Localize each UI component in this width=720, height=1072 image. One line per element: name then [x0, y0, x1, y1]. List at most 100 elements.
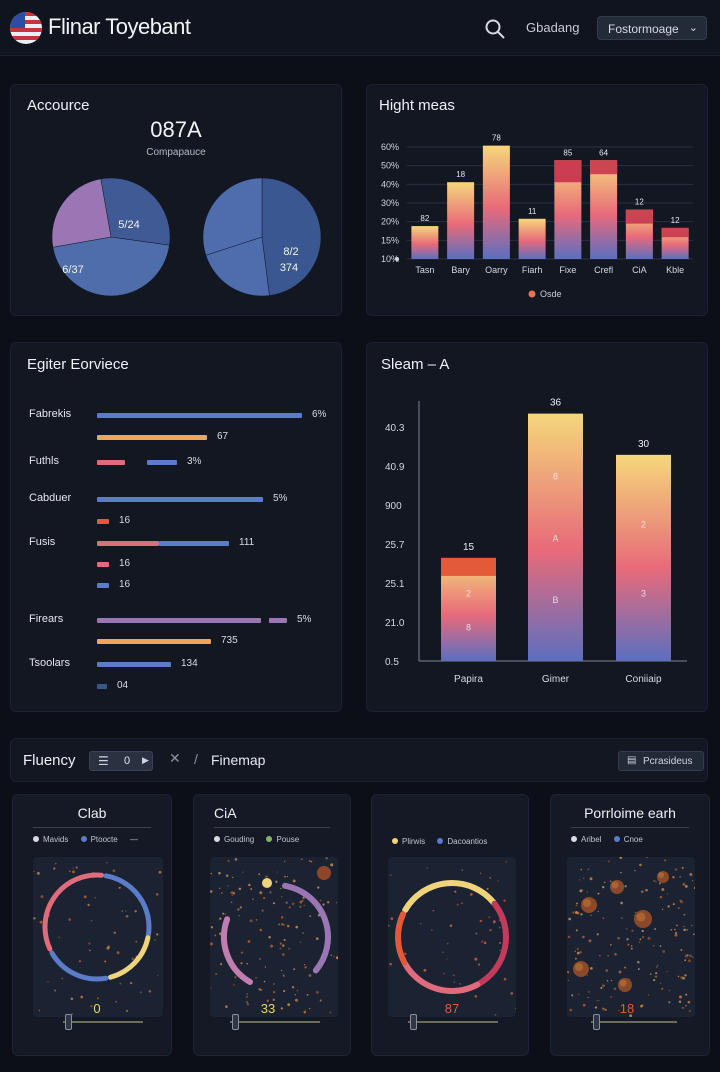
particle — [514, 1007, 516, 1010]
particle — [426, 867, 429, 869]
particle — [687, 1000, 691, 1004]
legend-item: Gouding — [214, 835, 254, 844]
particle — [576, 951, 580, 955]
particle — [134, 910, 137, 913]
metric-card: CiA Gouding Pouse 33 — [193, 794, 351, 1056]
particle — [674, 933, 678, 937]
particle — [125, 1009, 129, 1013]
particle — [499, 941, 502, 944]
particle — [303, 904, 305, 907]
particle — [617, 936, 620, 940]
particle — [259, 957, 262, 961]
particle — [270, 944, 274, 948]
accounts-subtitle: Compapauce — [146, 147, 206, 158]
bar — [147, 460, 177, 465]
particle — [666, 970, 668, 972]
particle — [677, 906, 680, 910]
particle — [279, 947, 282, 950]
particle — [602, 1008, 606, 1011]
slider-track — [63, 1021, 143, 1023]
particle — [96, 997, 99, 1000]
particle — [505, 861, 508, 863]
particle — [284, 875, 286, 878]
bar — [528, 413, 583, 661]
section-toolbar: Fluency ☰ 0 ▶ ✕ / Finemap ▤ Pcrasideus — [10, 738, 708, 782]
particle — [53, 867, 56, 870]
particle — [419, 922, 422, 925]
search-icon[interactable] — [484, 18, 506, 40]
bar-inner-label: A — [552, 533, 558, 543]
particle — [302, 932, 305, 934]
particle — [210, 942, 213, 946]
particle — [577, 993, 580, 996]
slider-handle[interactable] — [65, 1014, 72, 1030]
particle — [220, 963, 223, 966]
particle — [156, 933, 159, 936]
pager-control[interactable]: ☰ 0 ▶ — [89, 751, 153, 771]
particle — [281, 923, 284, 926]
slider-handle[interactable] — [410, 1014, 417, 1030]
bar-category-label: Firears — [29, 613, 64, 625]
particle — [292, 879, 296, 883]
particle — [283, 975, 285, 977]
particle — [125, 910, 127, 912]
slider-handle[interactable] — [593, 1014, 600, 1030]
particle — [308, 1007, 311, 1010]
particle — [316, 991, 319, 994]
slider-value: 0 — [93, 1001, 101, 1016]
menu-icon: ☰ — [98, 754, 109, 768]
slider-handle[interactable] — [232, 1014, 239, 1030]
particle — [664, 859, 667, 862]
section-action-button[interactable]: ▤ Pcrasideus — [618, 751, 704, 771]
profile-dropdown[interactable]: Fostormoage ⌄ — [597, 16, 707, 40]
app-title: Flinar Toyebant — [48, 14, 191, 39]
particle — [631, 929, 634, 932]
particle — [263, 980, 266, 983]
particle — [679, 876, 681, 878]
particle — [246, 1003, 250, 1006]
bar-value-label: 12 — [671, 216, 680, 225]
particle — [294, 998, 298, 1002]
particle — [655, 880, 657, 883]
particle — [668, 1001, 671, 1004]
ring-segment — [107, 935, 151, 980]
dropdown-label: Fostormoage — [608, 22, 679, 36]
particle — [459, 983, 462, 985]
particle — [579, 889, 583, 893]
card-title: CiA — [214, 805, 237, 821]
particle — [649, 973, 652, 975]
bar-value-label: 67 — [217, 431, 229, 442]
bar — [97, 639, 211, 644]
particle — [61, 977, 63, 980]
particle — [70, 997, 74, 1001]
particle — [282, 973, 284, 976]
particle — [423, 968, 427, 972]
particle — [610, 979, 613, 982]
bar-value-label: 16 — [119, 558, 131, 569]
particle — [686, 928, 689, 931]
bar-value-label: 30 — [638, 439, 650, 450]
bar — [97, 562, 109, 567]
particle — [620, 871, 622, 874]
particle — [661, 908, 664, 911]
nav-link[interactable]: Gbadang — [526, 20, 580, 35]
particle — [580, 868, 583, 871]
particle — [688, 959, 691, 963]
particle — [572, 911, 575, 914]
particle — [659, 982, 662, 985]
particle — [596, 933, 599, 936]
particle — [288, 906, 291, 909]
close-icon[interactable]: ✕ — [169, 750, 181, 766]
breadcrumb-link[interactable]: Finemap — [211, 752, 266, 768]
particle — [210, 872, 213, 875]
pie-label: 8/2 — [283, 246, 298, 258]
particle — [569, 1008, 573, 1012]
particle — [36, 871, 40, 875]
particle — [283, 990, 286, 993]
bar-value-label: 16 — [119, 579, 131, 590]
particle — [452, 974, 455, 977]
particle — [574, 957, 577, 960]
bar-cap — [590, 160, 618, 175]
particle — [683, 913, 686, 916]
section-action-label: Pcrasideus — [643, 756, 693, 767]
